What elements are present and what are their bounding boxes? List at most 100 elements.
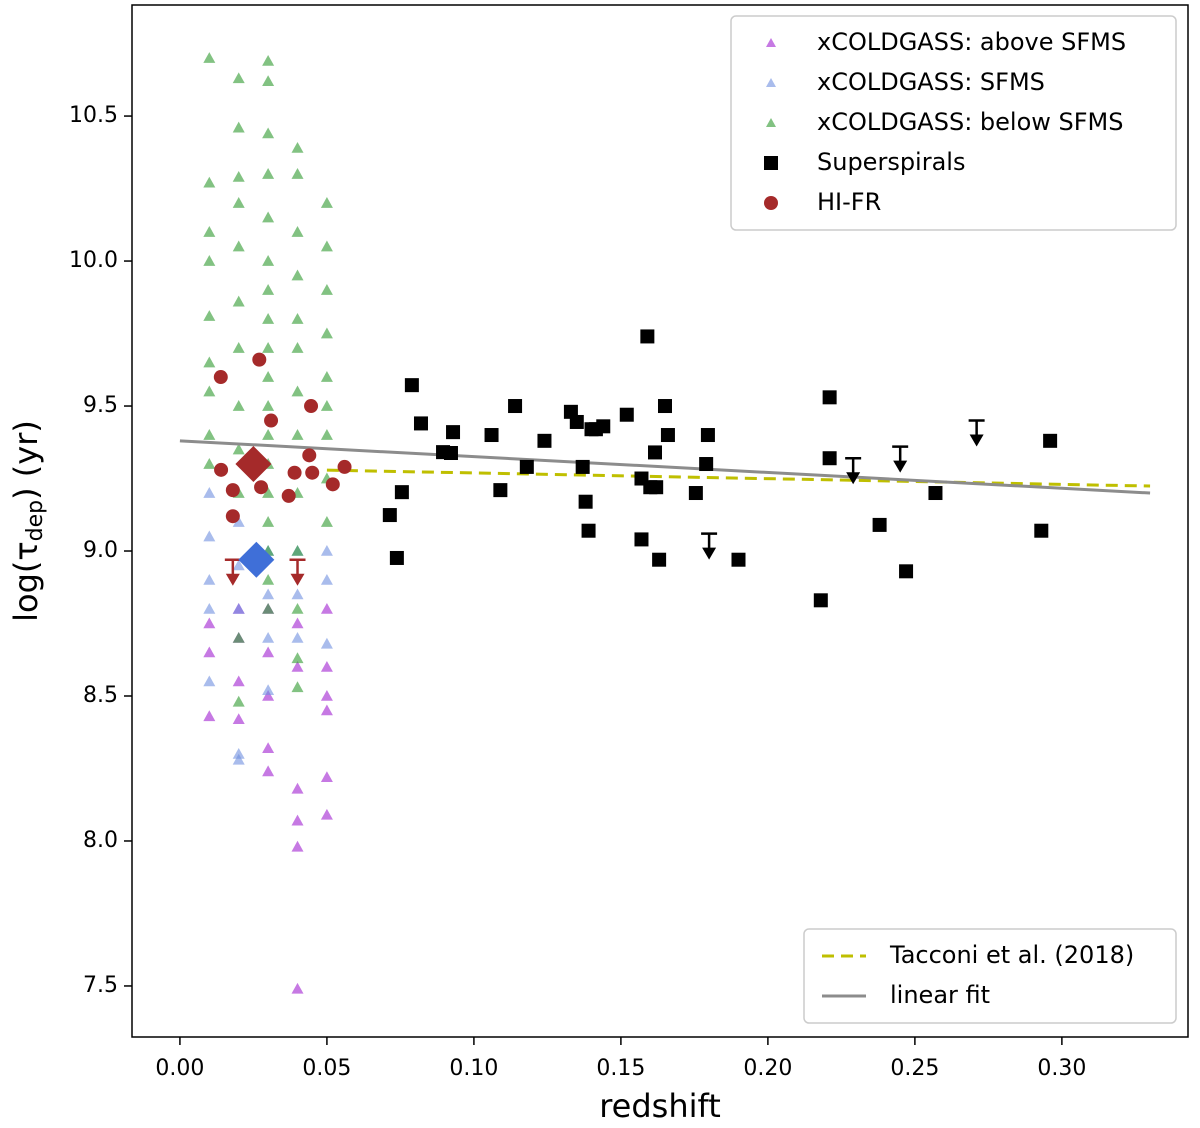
square-point [493,483,508,498]
triangle-point [232,443,245,455]
legend-swatch [764,196,778,210]
upper-limit [845,456,862,485]
triangle-point [203,603,216,614]
limit-head [225,573,240,586]
square-point [581,523,596,538]
square-point [688,486,703,501]
x-axis-label: redshift [599,1087,721,1124]
triangle-point [262,689,275,701]
upper-limit [289,558,306,586]
circle-point [287,465,302,480]
upper-limit [701,532,718,560]
triangle-point [320,574,333,585]
square-point [872,517,887,532]
square-point [382,508,397,523]
triangle-point [320,327,333,339]
square-point [648,445,663,460]
plot-frame [131,4,1189,1038]
triangle-point [232,170,245,182]
triangle-point [262,211,275,223]
x-tick-label: 0.05 [302,1056,351,1081]
square-point [1043,433,1058,448]
triangle-point [320,429,333,440]
triangle-point [320,689,333,701]
triangle-point [291,652,304,664]
square-point [537,433,552,448]
legend-box [803,928,1177,1024]
y-label-part: ) (yr) [7,420,45,500]
triangle-point [320,603,333,614]
triangle-point [262,742,275,753]
triangle-point [203,675,216,687]
triangle-point [203,646,216,658]
square-point [519,459,534,474]
triangle-point [291,782,304,794]
triangle-point [320,545,333,556]
upper-limit [892,445,909,473]
triangle-point [291,603,304,614]
y-label-sub: dep [23,500,48,541]
square-point [404,378,419,393]
y-axis-label: log(τdep) (yr) [7,420,48,622]
triangle-point [232,72,245,84]
square-point [575,459,590,474]
triangle-point [320,197,333,208]
triangle-point [291,226,304,237]
triangle-point [232,121,245,133]
circle-point [302,448,317,463]
y-tick-label: 8.5 [83,683,118,708]
square-point [1034,523,1049,538]
square-point [928,486,943,501]
triangle-point [291,545,304,556]
triangle-point [232,695,245,707]
triangle-point [291,660,304,672]
triangle-point [262,516,275,527]
triangle-point [203,617,216,629]
triangle-point [291,588,304,600]
legend-swatch [766,78,776,87]
legend-swatch [766,38,776,47]
triangle-point [262,168,275,179]
triangle-point [320,660,333,672]
x-tick-label: 0.25 [890,1056,939,1081]
triangle-point [203,458,216,469]
square-point [508,399,523,414]
triangle-point [320,240,333,252]
x-tick-label: 0.10 [449,1056,498,1081]
square-point [619,407,634,422]
legend-label: HI-FR [817,188,881,216]
triangle-point [262,400,275,411]
triangle-point [232,559,245,571]
x-tick-label: 0.00 [155,1056,204,1081]
circle-point [225,509,240,524]
circle-point [252,352,267,367]
square-point [899,564,914,579]
circle-point [304,399,319,414]
square-point [578,494,593,509]
legend-swatch [764,156,778,170]
upper-limit [968,419,985,447]
circle-point [214,462,229,477]
diamond-point [238,541,275,578]
triangle-point [262,371,275,382]
triangle-point [262,588,275,600]
y-tick-label: 9.0 [83,538,118,563]
triangle-point [320,516,333,527]
circle-point [225,483,240,498]
triangle-point [232,675,245,687]
triangle-point [232,603,245,614]
x-tick-label: 0.20 [743,1056,792,1081]
limit-head [702,547,717,560]
square-point [731,552,746,567]
triangle-point [203,176,216,188]
square-point [657,399,672,414]
x-tick-label: 0.15 [596,1056,645,1081]
triangle-point [232,516,245,527]
square-point [699,457,714,472]
triangle-point [291,429,304,440]
legend-box [730,15,1177,231]
square-point [649,480,664,495]
circle-point [281,488,296,503]
limit-head [969,434,984,447]
